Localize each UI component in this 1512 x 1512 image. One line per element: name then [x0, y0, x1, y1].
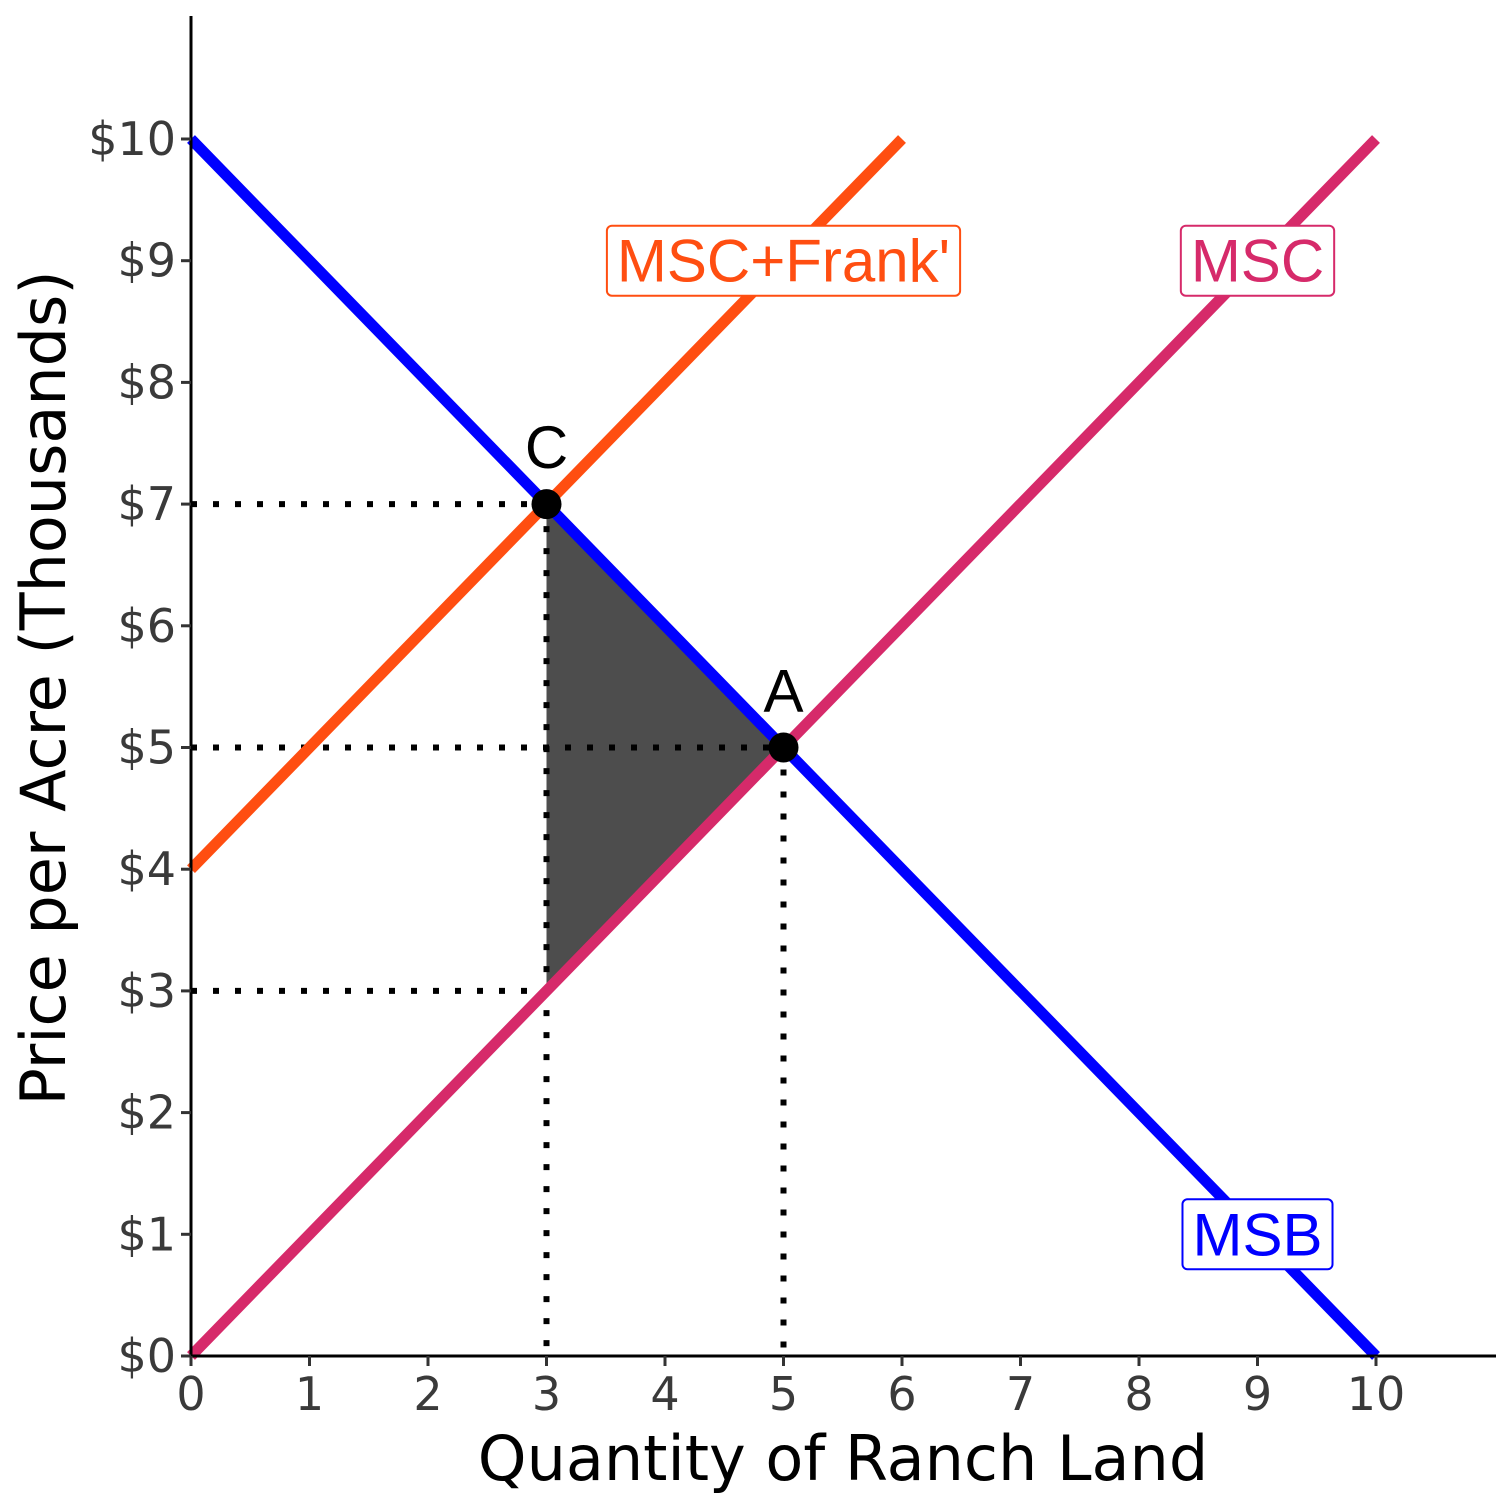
y-tick-label: $4 — [117, 842, 176, 896]
point-label-a: A — [763, 658, 803, 725]
x-tick-label: 3 — [532, 1367, 561, 1421]
curve-label-msc-frank: MSC+Frank' — [605, 224, 962, 297]
y-tick-label: $7 — [117, 477, 176, 531]
curve-label-msc: MSC — [1179, 224, 1336, 297]
x-tick-label: 7 — [1006, 1367, 1035, 1421]
curve-label-box — [605, 224, 962, 297]
tick-labels: 0 1 2 3 4 5 6 7 8 9 10 $0 $1 $2 $3 $4 $5 $6 $7 $8 $9 $10 — [88, 112, 1405, 1421]
y-tick-label: $3 — [117, 964, 176, 1018]
y-tick-label: $1 — [117, 1207, 176, 1261]
y-tick-label: $8 — [117, 355, 176, 409]
y-tick-label: $2 — [117, 1086, 176, 1140]
y-axis-title: Price per Acre (Thousands) — [7, 270, 80, 1105]
curve-label-box — [1179, 224, 1336, 297]
y-tick-label: $9 — [117, 234, 176, 288]
curve-labels: MSC+Frank' MSC MSB — [605, 224, 1336, 1271]
y-tick-label: $0 — [117, 1329, 176, 1383]
curve-label-text: MSC — [1191, 228, 1324, 295]
x-tick-label: 4 — [650, 1367, 679, 1421]
curve-label-text: MSB — [1192, 1201, 1322, 1268]
curve-label-box — [1181, 1198, 1334, 1271]
y-tick-label: $10 — [88, 112, 176, 166]
x-axis-title: Quantity of Ranch Land — [478, 1422, 1208, 1495]
x-tick-label: 0 — [176, 1367, 205, 1421]
x-tick-label: 10 — [1347, 1367, 1406, 1421]
point-a — [768, 732, 799, 763]
x-tick-label: 2 — [413, 1367, 442, 1421]
y-tick-label: $5 — [117, 721, 176, 775]
x-tick-label: 8 — [1124, 1367, 1153, 1421]
curve-label-msb: MSB — [1181, 1198, 1334, 1271]
curve-label-text: MSC+Frank' — [617, 228, 950, 295]
x-tick-label: 9 — [1243, 1367, 1272, 1421]
x-tick-label: 5 — [769, 1367, 798, 1421]
axes — [181, 16, 1496, 1366]
point-c — [531, 489, 562, 520]
shaded-triangle — [546, 504, 784, 991]
guide-lines — [191, 501, 787, 1356]
y-tick-label: $6 — [117, 599, 176, 653]
x-tick-label: 1 — [295, 1367, 324, 1421]
equilibrium-points: CA — [525, 414, 804, 763]
x-tick-label: 6 — [887, 1367, 916, 1421]
point-label-c: C — [525, 414, 568, 481]
deadweight-loss-area — [546, 504, 784, 991]
